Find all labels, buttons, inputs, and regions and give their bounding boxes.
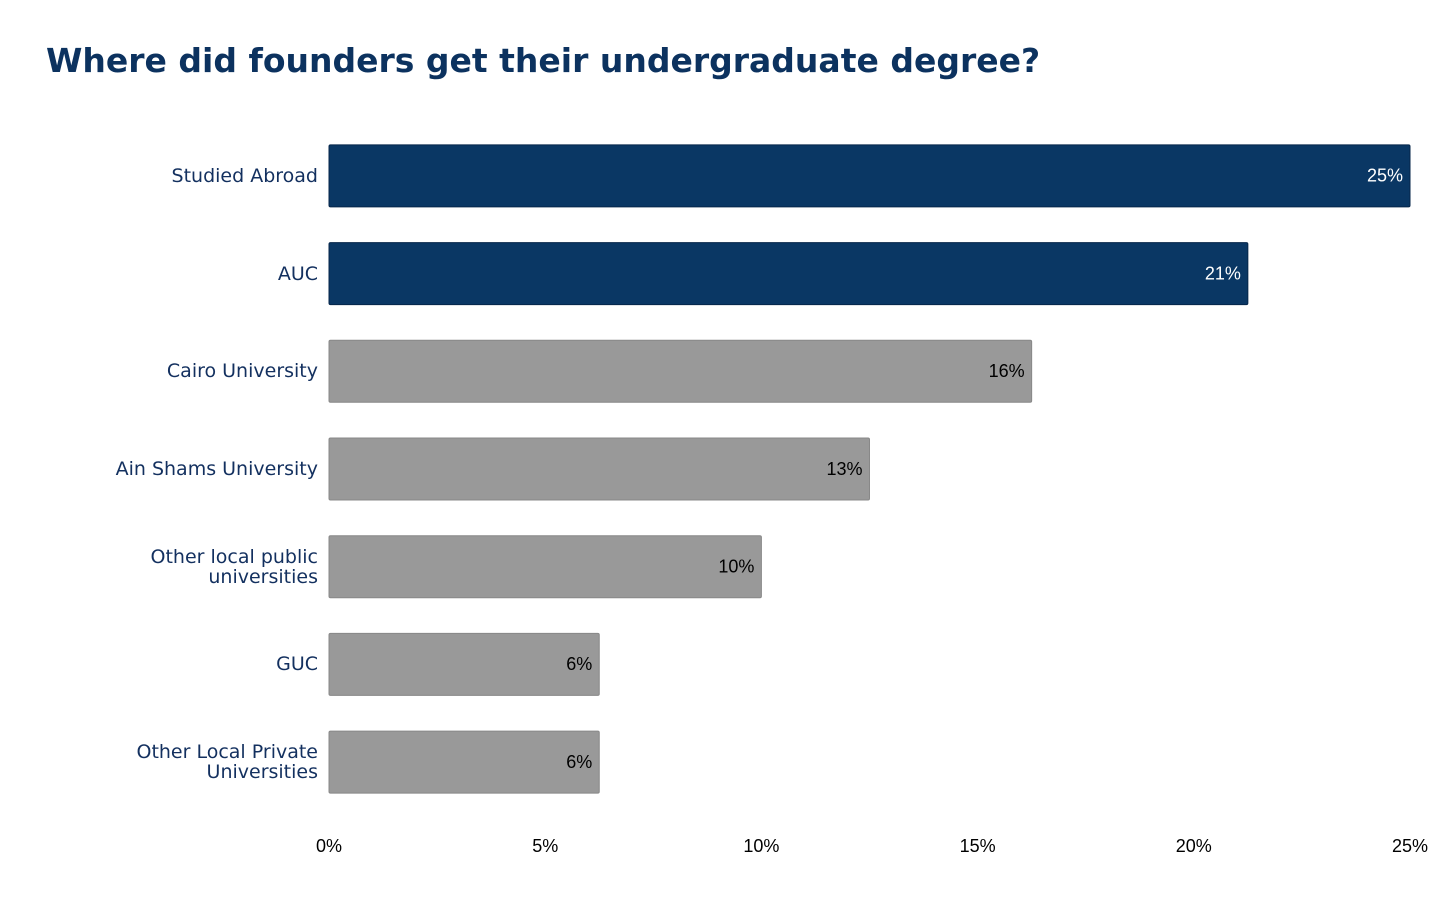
value-label: 25% <box>1367 166 1403 186</box>
value-label: 6% <box>566 752 592 772</box>
y-tick-label: Studied Abroad <box>171 164 318 187</box>
value-label: 21% <box>1205 263 1241 283</box>
bar <box>328 339 1033 403</box>
bar <box>328 730 600 794</box>
bar <box>328 632 600 696</box>
value-label: 10% <box>718 556 754 576</box>
x-tick-label: 5% <box>532 836 558 856</box>
value-label: 16% <box>989 361 1025 381</box>
x-tick-label: 10% <box>743 836 779 856</box>
y-tick-label: GUC <box>276 653 318 676</box>
bar <box>328 242 1249 306</box>
bar <box>328 144 1411 208</box>
value-label: 13% <box>826 459 862 479</box>
x-tick-label: 20% <box>1176 836 1212 856</box>
y-tick-label: Other local public universities <box>150 545 318 588</box>
x-tick-label: 15% <box>960 836 996 856</box>
y-tick-label: Other Local Private Universities <box>136 741 318 784</box>
y-tick-label: AUC <box>277 262 318 285</box>
chart-title: Where did founders get their undergradua… <box>46 41 1040 80</box>
bar <box>328 437 870 501</box>
value-label: 6% <box>566 654 592 674</box>
y-tick-label: Ain Shams University <box>115 458 318 480</box>
x-tick-label: 0% <box>316 836 342 856</box>
y-tick-label: Cairo University <box>166 360 318 383</box>
x-tick-label: 25% <box>1392 836 1428 856</box>
bar <box>328 535 762 599</box>
